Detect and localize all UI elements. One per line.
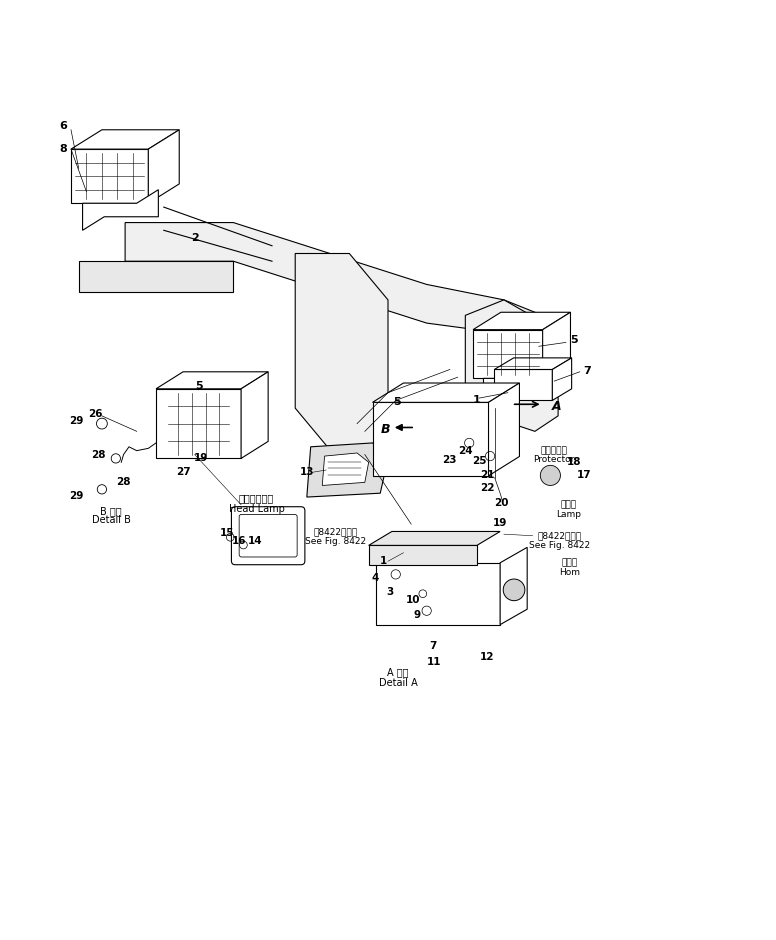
Text: 9: 9	[413, 610, 420, 620]
Text: 27: 27	[176, 466, 190, 477]
Text: Detail A: Detail A	[379, 678, 417, 688]
Polygon shape	[241, 372, 268, 459]
Polygon shape	[125, 223, 542, 338]
Text: 19: 19	[493, 518, 508, 527]
Text: 16: 16	[232, 536, 247, 546]
Text: 14: 14	[248, 536, 262, 546]
Polygon shape	[71, 149, 148, 203]
Text: 6: 6	[59, 121, 68, 131]
Polygon shape	[500, 547, 527, 625]
Text: 11: 11	[427, 657, 442, 666]
Text: 12: 12	[480, 652, 494, 662]
Text: B: B	[381, 422, 390, 435]
Polygon shape	[483, 367, 552, 402]
Text: プロテクタ: プロテクタ	[541, 446, 568, 455]
Polygon shape	[494, 369, 553, 400]
Polygon shape	[78, 261, 234, 292]
Text: 5: 5	[393, 397, 401, 407]
Circle shape	[540, 465, 560, 485]
Text: 29: 29	[69, 491, 84, 500]
Text: 26: 26	[88, 409, 103, 418]
Polygon shape	[372, 383, 519, 402]
Polygon shape	[307, 443, 388, 497]
Text: 23: 23	[442, 455, 457, 465]
Text: See Fig. 8422: See Fig. 8422	[529, 540, 591, 550]
Polygon shape	[376, 563, 500, 625]
Text: Detail B: Detail B	[92, 515, 130, 525]
Polygon shape	[156, 372, 268, 389]
Text: Protector: Protector	[534, 456, 575, 464]
Text: 19: 19	[194, 453, 208, 462]
Polygon shape	[82, 190, 158, 230]
Text: 15: 15	[220, 528, 234, 539]
Text: 24: 24	[458, 446, 473, 456]
Text: 2: 2	[191, 233, 199, 243]
Polygon shape	[494, 358, 572, 369]
Text: 3: 3	[386, 588, 394, 597]
Text: 5: 5	[570, 335, 577, 345]
Text: ホーン: ホーン	[562, 558, 578, 567]
Text: Head Lamp: Head Lamp	[229, 504, 285, 513]
Polygon shape	[489, 383, 519, 476]
Text: 1: 1	[473, 396, 480, 405]
Polygon shape	[542, 312, 570, 379]
Text: A 詳細: A 詳細	[387, 667, 409, 678]
Polygon shape	[473, 330, 542, 379]
Text: 17: 17	[577, 470, 592, 480]
Text: 10: 10	[407, 595, 421, 605]
Text: Lamp: Lamp	[556, 509, 580, 519]
Text: 7: 7	[584, 366, 591, 376]
Polygon shape	[71, 130, 179, 149]
Text: 28: 28	[91, 449, 106, 460]
Text: 第8422図参照: 第8422図参照	[538, 531, 582, 540]
Polygon shape	[553, 358, 572, 400]
Polygon shape	[372, 402, 489, 476]
Polygon shape	[156, 389, 241, 459]
Text: 7: 7	[429, 641, 437, 651]
Text: ランプ: ランプ	[560, 500, 577, 509]
Text: 20: 20	[494, 498, 509, 509]
Text: B 詳細: B 詳細	[100, 506, 122, 516]
Text: 5: 5	[195, 382, 203, 391]
Text: 18: 18	[566, 457, 580, 467]
Polygon shape	[322, 453, 369, 485]
Text: 8: 8	[60, 144, 67, 154]
Text: ヘッドランプ: ヘッドランプ	[239, 494, 274, 504]
Text: See Fig. 8422: See Fig. 8422	[305, 537, 366, 545]
Polygon shape	[295, 254, 388, 455]
Polygon shape	[369, 531, 500, 545]
Polygon shape	[148, 130, 179, 203]
Polygon shape	[466, 300, 558, 431]
Polygon shape	[369, 545, 477, 565]
Text: 1: 1	[379, 556, 387, 566]
Text: 25: 25	[472, 456, 487, 465]
Text: 29: 29	[69, 416, 84, 426]
Text: A: A	[552, 400, 561, 413]
Text: 28: 28	[116, 478, 131, 487]
Polygon shape	[473, 312, 570, 330]
Text: 13: 13	[300, 466, 314, 477]
Text: Hom: Hom	[559, 568, 580, 576]
Text: 第8422図参照: 第8422図参照	[314, 527, 358, 537]
Text: 4: 4	[371, 573, 379, 583]
Text: 22: 22	[480, 483, 494, 493]
Circle shape	[503, 579, 525, 601]
Text: 21: 21	[480, 470, 494, 480]
